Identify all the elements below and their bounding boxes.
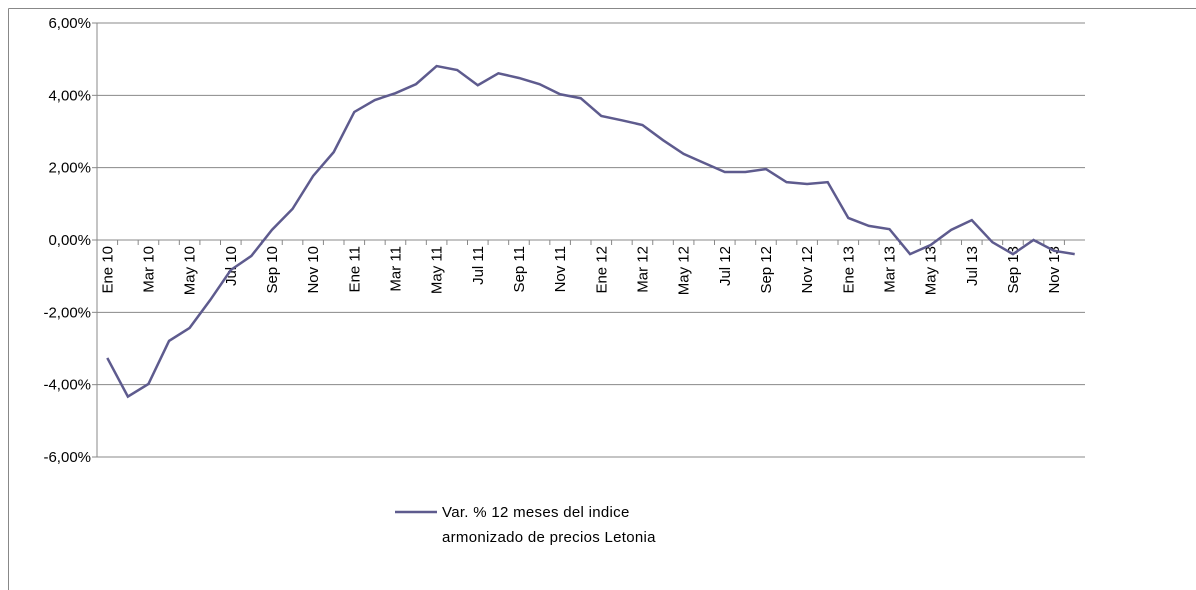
x-tick-label: Sep 13 (1005, 246, 1022, 294)
y-tick-label: 0,00% (48, 232, 91, 249)
x-tick-label: Nov 11 (552, 246, 569, 292)
x-tick-label: Ene 13 (840, 246, 857, 294)
x-tick-label: Nov 12 (799, 246, 816, 294)
series-line (106, 64, 1075, 399)
legend-label: Var. % 12 meses del indice armonizado de… (442, 504, 656, 546)
y-tick-label: 4,00% (48, 87, 91, 104)
x-tick-label: Jul 11 (470, 246, 487, 285)
x-tick-label: Ene 10 (99, 246, 116, 294)
x-tick-label: May 12 (676, 246, 693, 295)
y-tick-label: -2,00% (43, 304, 91, 321)
x-tick-label: Mar 13 (881, 246, 898, 293)
y-tick-label: -4,00% (43, 377, 91, 394)
x-tick-label: Ene 11 (346, 246, 363, 292)
x-tick-label: Mar 11 (387, 246, 404, 292)
x-tick-label: Jul 13 (964, 246, 981, 286)
x-tick-label: May 10 (182, 246, 199, 295)
x-tick-label: Ene 12 (593, 246, 610, 294)
x-tick-label: Nov 10 (305, 246, 322, 294)
x-tick-label: Jul 12 (717, 246, 734, 286)
x-tick-label: Mar 12 (634, 246, 651, 293)
y-tick-label: 6,00% (48, 15, 91, 32)
y-tick-label: 2,00% (48, 160, 91, 177)
x-tick-label: May 11 (429, 246, 446, 294)
y-tick-label: -6,00% (43, 449, 91, 466)
x-tick-label: Mar 10 (140, 246, 157, 293)
x-tick-label: Nov 13 (1046, 246, 1063, 294)
x-tick-label: Sep 11 (511, 246, 528, 292)
x-tick-label: Sep 12 (758, 246, 775, 294)
x-tick-label: Sep 10 (264, 246, 281, 294)
x-tick-label: May 13 (923, 246, 940, 295)
